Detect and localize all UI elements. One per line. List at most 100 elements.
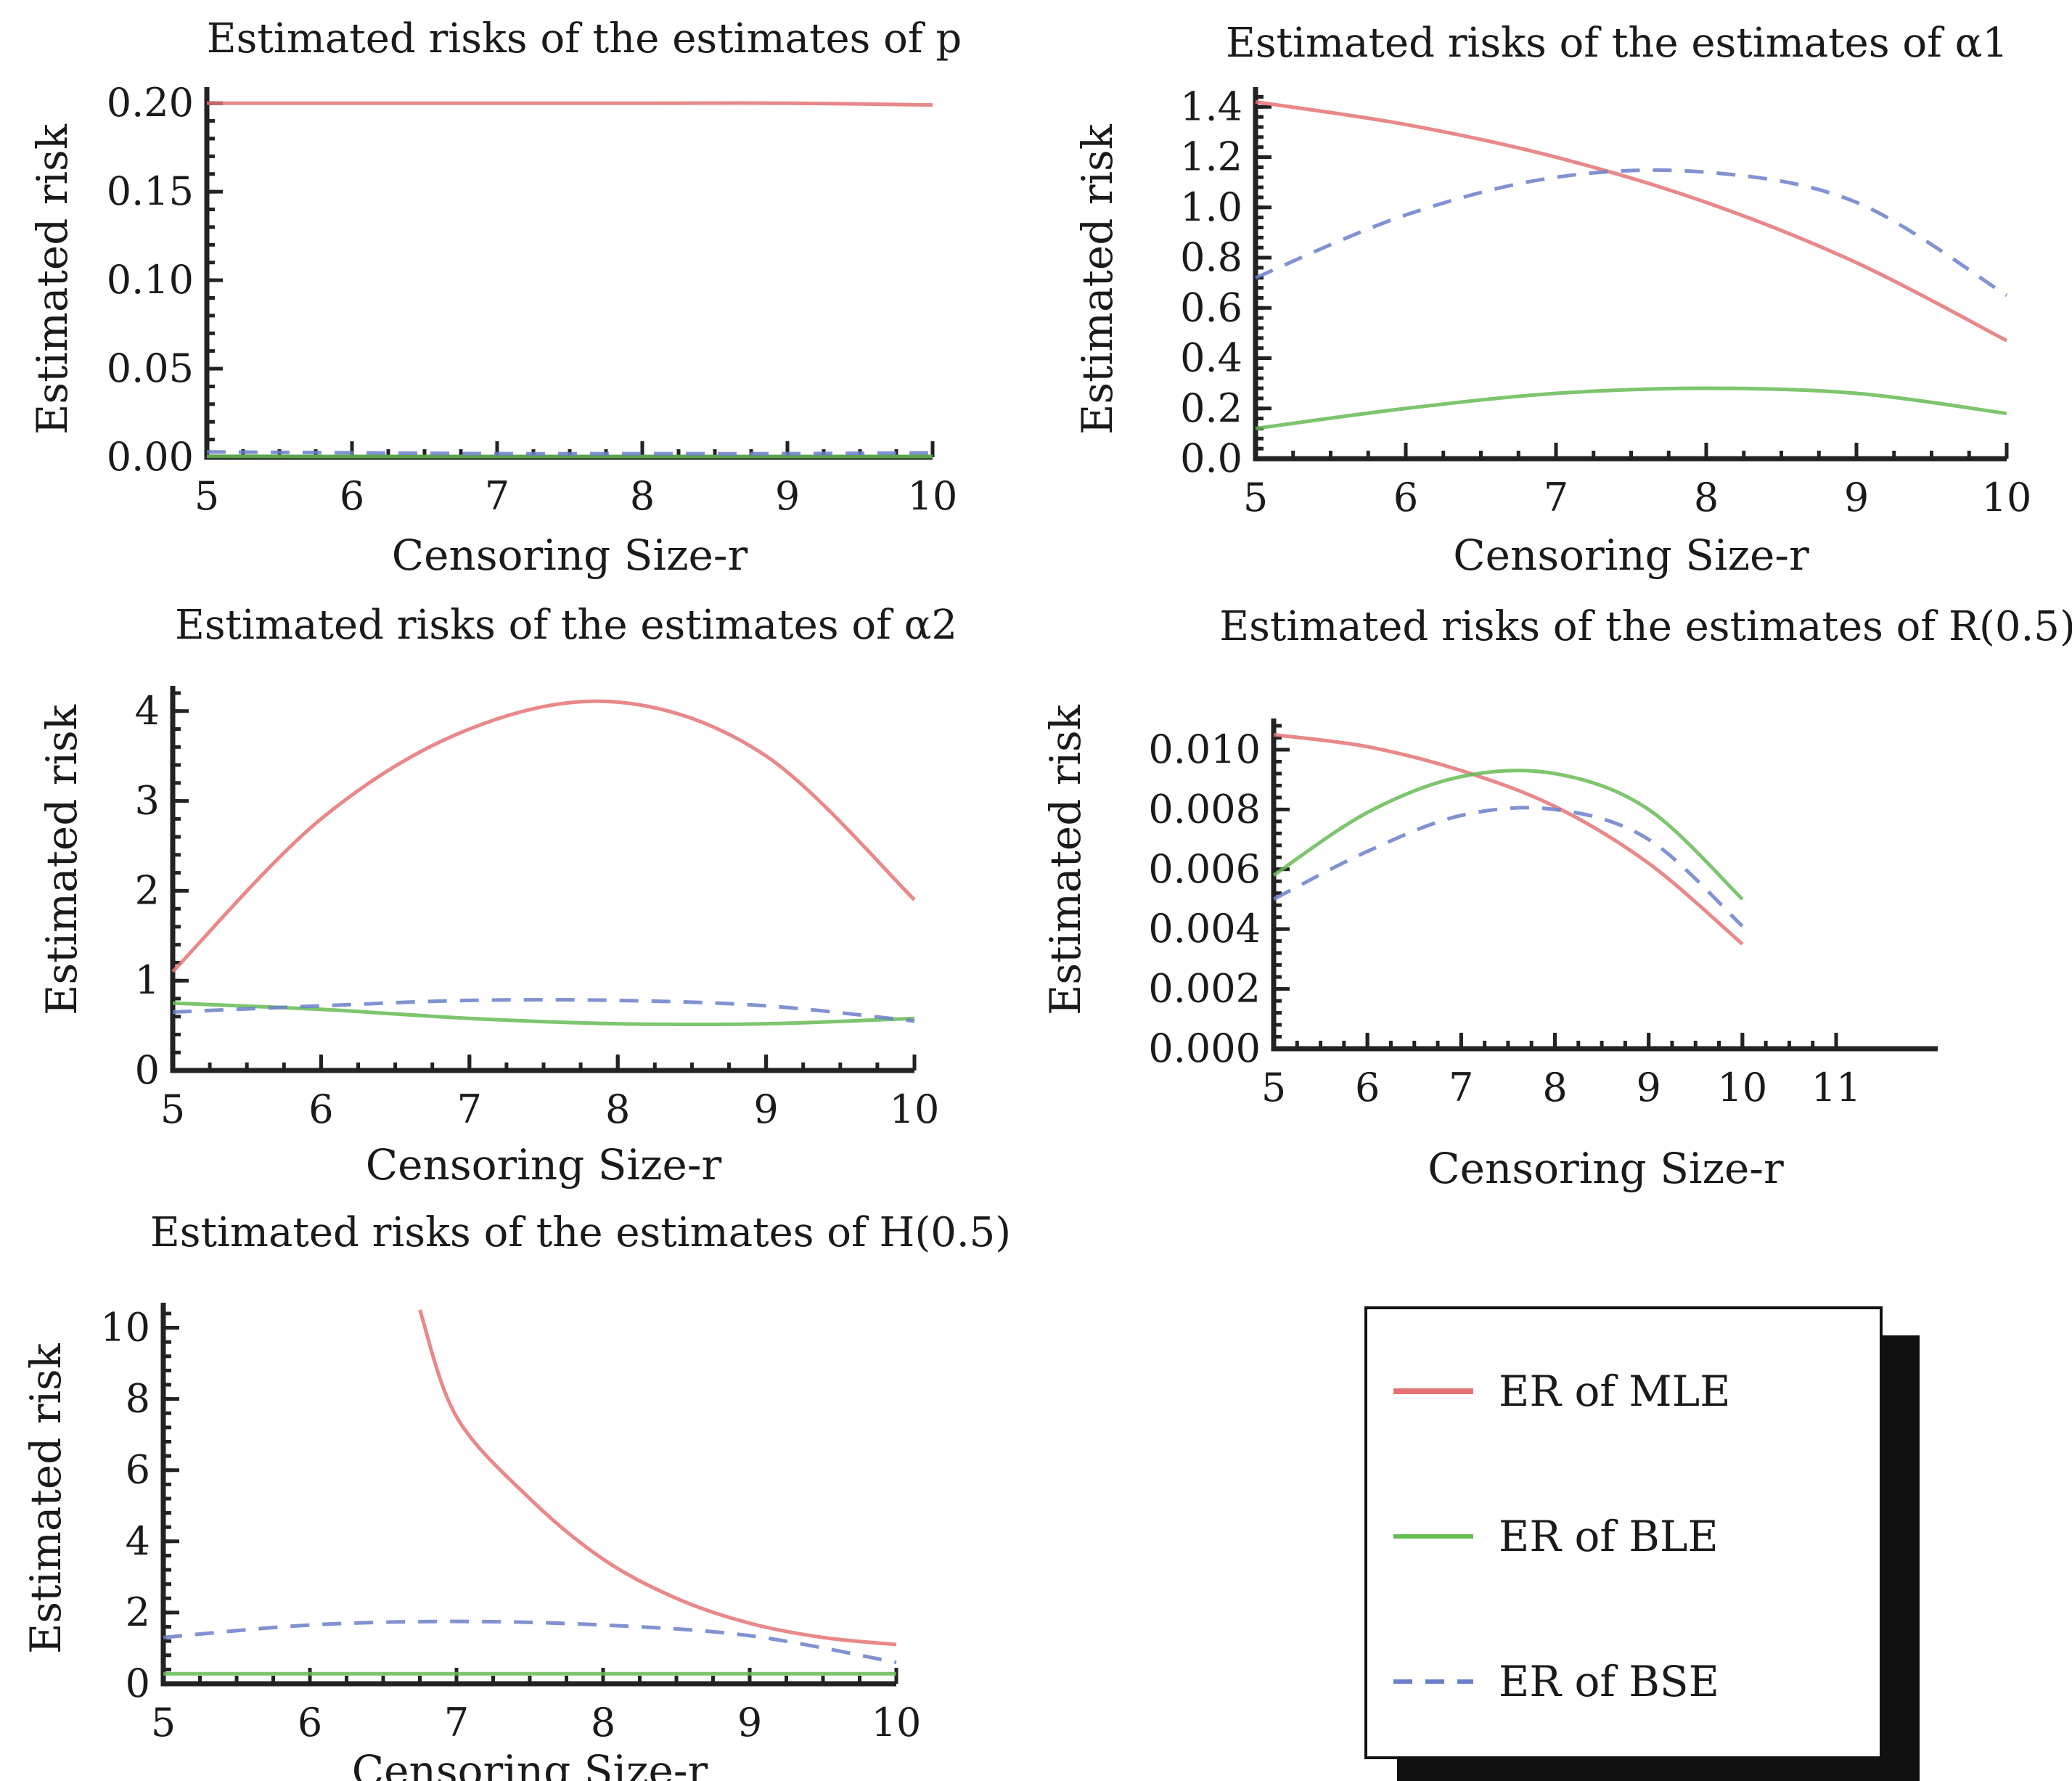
legend-label-mle: ER of MLE <box>1499 1367 1731 1416</box>
series-er-of-ble <box>172 1001 915 1027</box>
x-tick-label: 6 <box>1393 475 1418 520</box>
series-er-of-ble <box>1272 769 1744 901</box>
axes <box>1271 718 1938 1052</box>
series-er-of-bse <box>206 450 933 456</box>
y-tick-label: 4 <box>135 688 160 734</box>
y-tick-label: 0.008 <box>1148 786 1261 832</box>
x-tick-label: 9 <box>737 1700 762 1745</box>
x-tick-label: 9 <box>753 1086 778 1132</box>
x-tick-label: 5 <box>1261 1065 1286 1110</box>
y-tick-label: 8 <box>126 1376 150 1422</box>
y-axis-label: Estimated risk <box>37 704 86 1015</box>
series-er-of-bse <box>1272 806 1744 928</box>
x-axis-label: Censoring Size-r <box>392 531 748 580</box>
y-tick-label: 0.0 <box>1180 435 1242 481</box>
x-tick-label: 6 <box>1355 1065 1380 1110</box>
y-tick-label: 0.4 <box>1180 335 1242 381</box>
y-tick-label: 0.6 <box>1180 284 1242 330</box>
y-tick-label: 1 <box>135 957 160 1003</box>
y-tick-label: 0.8 <box>1180 234 1242 280</box>
y-tick-label: 10 <box>100 1305 150 1351</box>
x-tick-label: 6 <box>298 1700 322 1745</box>
x-tick-label: 7 <box>444 1700 469 1745</box>
y-tick-label: 0.15 <box>107 168 194 214</box>
x-axis-label: Censoring Size-r <box>1453 531 1809 580</box>
axes <box>170 686 914 1073</box>
series-er-of-mle <box>1273 732 1744 946</box>
x-tick-label: 9 <box>775 473 800 519</box>
y-tick-label: 0.006 <box>1148 846 1261 892</box>
y-tick-label: 0.000 <box>1148 1025 1261 1071</box>
x-tick-label: 5 <box>151 1700 176 1745</box>
series-er-of-bse <box>1255 168 2008 298</box>
x-tick-label: 8 <box>1542 1065 1567 1110</box>
x-tick-label: 10 <box>1982 475 2032 520</box>
x-tick-label: 5 <box>1243 475 1268 520</box>
y-axis-label: Estimated risk <box>21 1343 70 1654</box>
x-tick-label: 8 <box>630 473 655 519</box>
x-tick-label: 9 <box>1636 1065 1661 1110</box>
y-tick-label: 1.0 <box>1180 184 1242 230</box>
chart-title: Estimated risks of the estimates of R(0.… <box>1219 603 2072 650</box>
y-tick-label: 2 <box>135 867 160 913</box>
series-er-of-ble <box>1255 386 2007 430</box>
chart-h05: Estimated risks of the estimates of H(0.… <box>21 1209 1011 1781</box>
x-tick-label: 7 <box>1449 1065 1473 1110</box>
x-tick-label: 10 <box>890 1086 940 1132</box>
x-tick-label: 11 <box>1811 1065 1862 1110</box>
x-tick-label: 10 <box>872 1700 922 1745</box>
chart-title: Estimated risks of the estimates of α2 <box>175 602 957 649</box>
series-er-of-bse <box>172 998 915 1023</box>
x-axis-label: Censoring Size-r <box>366 1140 722 1190</box>
y-tick-label: 0 <box>135 1047 160 1093</box>
x-tick-label: 10 <box>908 473 958 519</box>
y-tick-label: 0.2 <box>1180 385 1242 431</box>
y-tick-label: 1.2 <box>1180 134 1242 180</box>
x-tick-label: 8 <box>591 1700 615 1745</box>
x-tick-label: 6 <box>340 473 364 519</box>
legend-box <box>1364 1306 1883 1759</box>
y-axis-label: Estimated risk <box>28 123 77 435</box>
chart-r05: Estimated risks of the estimates of R(0.… <box>1041 603 2072 1193</box>
chart-p: Estimated risks of the estimates of p 5 6 7… <box>28 15 962 580</box>
y-tick-label: 0.10 <box>107 257 194 303</box>
x-tick-label: 8 <box>605 1086 630 1132</box>
legend: ER of MLE ER of BLE ER of BSE <box>1364 1306 1920 1781</box>
y-tick-label: 0.00 <box>107 434 194 480</box>
chart-alpha2: Estimated risks of the estimates of α2 5 6… <box>37 602 957 1190</box>
series-er-of-mle <box>418 1309 897 1647</box>
series-er-of-mle <box>207 101 933 107</box>
x-tick-label: 6 <box>308 1086 333 1132</box>
y-tick-label: 6 <box>126 1447 150 1493</box>
y-tick-label: 0.010 <box>1148 726 1261 772</box>
y-axis-label: Estimated risk <box>1041 704 1090 1015</box>
series-er-of-mle <box>171 699 916 973</box>
x-tick-label: 7 <box>1544 475 1568 520</box>
x-tick-label: 8 <box>1694 475 1719 520</box>
series-er-of-mle <box>1255 99 2008 343</box>
y-tick-label: 0 <box>126 1661 150 1706</box>
legend-label-bse: ER of BSE <box>1499 1657 1719 1706</box>
x-tick-label: 10 <box>1717 1065 1767 1110</box>
axes <box>204 87 933 460</box>
y-tick-label: 0.002 <box>1148 966 1261 1012</box>
chart-title: Estimated risks of the estimates of p <box>207 15 962 62</box>
chart-title: Estimated risks of the estimates of α1 <box>1226 20 2008 67</box>
x-tick-label: 5 <box>160 1086 185 1132</box>
x-axis-label: Censoring Size-r <box>1428 1144 1784 1193</box>
x-axis-label: Censoring Size-r <box>352 1746 708 1781</box>
chart-title: Estimated risks of the estimates of H(0.… <box>150 1209 1011 1256</box>
axes <box>1253 87 2007 462</box>
charts-layer: Estimated risks of the estimates of p 5 6 7… <box>21 15 2072 1781</box>
x-tick-label: 7 <box>457 1086 482 1132</box>
x-tick-label: 5 <box>194 473 219 519</box>
y-tick-label: 3 <box>135 778 160 824</box>
y-tick-label: 2 <box>126 1589 150 1635</box>
chart-alpha1: Estimated risks of the estimates of α1 5 6… <box>1073 20 2031 580</box>
y-tick-label: 0.20 <box>107 80 194 126</box>
y-tick-label: 4 <box>126 1518 150 1564</box>
x-tick-label: 9 <box>1844 475 1869 520</box>
y-tick-label: 0.05 <box>107 345 194 391</box>
y-tick-label: 0.004 <box>1148 906 1261 951</box>
